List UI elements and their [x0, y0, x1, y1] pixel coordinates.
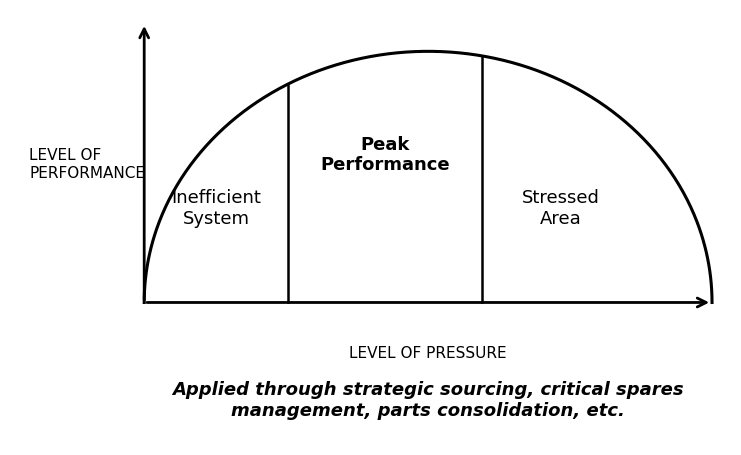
Text: Stressed
Area: Stressed Area — [522, 189, 600, 228]
Text: Peak
Performance: Peak Performance — [320, 136, 450, 174]
Text: LEVEL OF
PERFORMANCE: LEVEL OF PERFORMANCE — [29, 148, 145, 181]
Text: Applied through strategic sourcing, critical spares
management, parts consolidat: Applied through strategic sourcing, crit… — [173, 381, 684, 420]
Text: LEVEL OF PRESSURE: LEVEL OF PRESSURE — [349, 346, 507, 361]
Text: Inefficient
System: Inefficient System — [171, 189, 261, 228]
